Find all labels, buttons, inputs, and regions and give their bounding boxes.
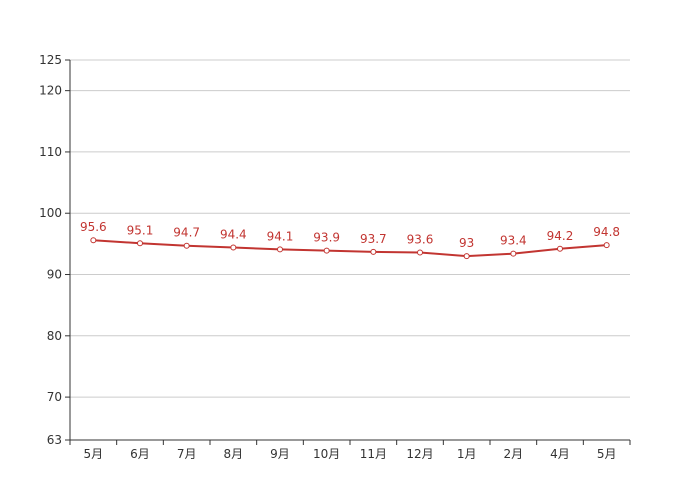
x-tick-label: 11月	[360, 447, 387, 461]
data-point	[90, 237, 97, 244]
x-tick-label: 6月	[130, 447, 150, 461]
data-label: 95.6	[80, 220, 107, 234]
y-axis-ticks: 63 70 80 90 100 110 120 125	[39, 53, 70, 447]
x-tick-label: 2月	[504, 447, 524, 461]
data-point	[557, 245, 563, 252]
x-tick-label: 5月	[84, 447, 104, 461]
y-tick-label: 90	[47, 268, 62, 282]
data-point	[137, 240, 143, 247]
data-point	[463, 253, 470, 260]
x-tick-label: 12月	[406, 447, 433, 461]
y-tick-label: 120	[39, 84, 62, 98]
y-tick-label: 70	[47, 390, 62, 404]
data-label: 94.8	[593, 225, 620, 239]
data-point	[323, 247, 330, 254]
data-point	[603, 242, 610, 249]
data-point	[277, 246, 283, 253]
data-label: 94.2	[547, 229, 574, 243]
x-tick-label: 7月	[177, 447, 197, 461]
y-tick-label: 125	[39, 53, 62, 67]
y-tick-label: 80	[47, 329, 62, 343]
x-tick-label: 10月	[313, 447, 340, 461]
data-label: 93.9	[313, 231, 340, 245]
series	[90, 237, 610, 260]
data-label: 94.4	[220, 228, 247, 242]
x-tick-label: 1月	[457, 447, 477, 461]
data-label: 94.1	[267, 229, 294, 243]
y-tick-label: 110	[39, 145, 62, 159]
x-tick-label: 9月	[270, 447, 290, 461]
data-label: 93	[459, 236, 474, 250]
x-tick-label: 8月	[224, 447, 244, 461]
series-line	[93, 239, 607, 258]
x-tick-label: 5月	[597, 447, 617, 461]
data-point	[370, 248, 377, 255]
data-label: 93.6	[407, 232, 434, 246]
data-label: 95.1	[127, 223, 154, 237]
data-point	[230, 244, 237, 251]
data-point	[510, 250, 517, 257]
data-point	[183, 242, 190, 249]
data-label: 94.7	[173, 226, 200, 240]
data-label: 93.7	[360, 232, 387, 246]
y-tick-label: 63	[47, 433, 62, 447]
grid-lines	[70, 59, 630, 398]
x-axis-ticks: 5月 6月 7月 8月 9月 10月 11月 12月 1月 2月 4月 5月	[69, 440, 631, 461]
y-tick-label: 100	[39, 206, 62, 220]
data-labels: 95.6 95.1 94.7 94.4 94.1 93.9 93.7 93.6 93 93.4 94…	[80, 220, 620, 250]
data-label: 93.4	[500, 234, 527, 248]
x-tick-label: 4月	[550, 447, 570, 461]
data-point	[417, 249, 423, 256]
